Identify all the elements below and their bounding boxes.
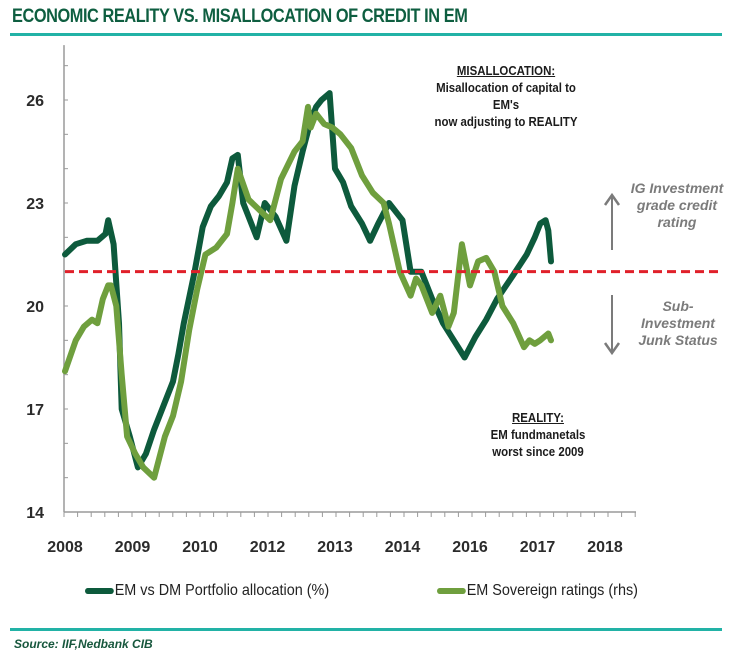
- y-tick-label: 23: [26, 196, 44, 213]
- junk-line-2: Investment: [641, 315, 715, 331]
- reality-line-2: worst since 2009: [492, 444, 584, 459]
- x-tick-label: 2018: [587, 539, 623, 556]
- junk-line-3: Junk Status: [638, 332, 718, 348]
- y-tick-label: 20: [26, 299, 44, 316]
- legend-item-allocation: EM vs DM Portfolio allocation (%): [85, 582, 329, 600]
- junk-line-1: Sub-: [662, 298, 694, 314]
- series-line-ratings: [62, 103, 554, 481]
- legend-label-allocation: EM vs DM Portfolio allocation (%): [114, 582, 330, 599]
- reality-line-1: EM fundmanetals: [490, 427, 586, 442]
- y-tick-label: 14: [26, 505, 44, 522]
- ig-line-2: grade credit: [636, 197, 718, 213]
- x-tick-label: 2010: [182, 539, 218, 556]
- misallocation-annotation: MISALLOCATION: Misallocation of capital …: [429, 62, 584, 130]
- misallocation-line-2: now adjusting to REALITY: [434, 114, 578, 129]
- x-tick-label: 2008: [47, 539, 83, 556]
- x-tick-label: 2016: [452, 539, 488, 556]
- junk-status-label: Sub- Investment Junk Status: [628, 298, 728, 349]
- chart-title: ECONOMIC REALITY VS. MISALLOCATION OF CR…: [12, 6, 468, 27]
- legend-swatch-allocation: [85, 588, 114, 594]
- misallocation-heading: MISALLOCATION:: [456, 63, 556, 78]
- rating-arrows: [603, 192, 621, 356]
- x-tick-label: 2009: [115, 539, 151, 556]
- title-divider: [10, 33, 722, 36]
- x-axis: 2008 2009 2010 2012 2013 2014 2016 2017 2018: [47, 511, 636, 556]
- x-tick-label: 2012: [250, 539, 286, 556]
- x-tick-label: 2014: [385, 539, 421, 556]
- arrow-up-icon: [603, 192, 621, 250]
- legend-swatch-ratings: [437, 588, 466, 594]
- reality-annotation: REALITY: EM fundmanetals worst since 200…: [485, 409, 591, 460]
- source-note: Source: IIF,Nedbank CIB: [14, 637, 153, 651]
- ig-line-3: rating: [657, 214, 697, 230]
- x-tick-label: 2017: [520, 539, 556, 556]
- y-tick-label: 17: [26, 402, 44, 419]
- legend-label-ratings: EM Sovereign ratings (rhs): [466, 582, 638, 599]
- ig-line-1: IG Investment: [630, 180, 724, 196]
- misallocation-line-1: Misallocation of capital to EM's: [436, 80, 576, 112]
- legend-item-ratings: EM Sovereign ratings (rhs): [437, 582, 638, 600]
- reality-heading: REALITY:: [512, 410, 564, 425]
- arrow-down-icon: [603, 295, 621, 356]
- footer-divider: [10, 628, 722, 631]
- series-line-allocation: [62, 90, 554, 471]
- y-axis: 14 17 20 23 26: [26, 45, 68, 522]
- series-group: [62, 90, 554, 481]
- x-tick-label: 2013: [317, 539, 353, 556]
- y-tick-label: 26: [26, 93, 44, 110]
- ig-rating-label: IG Investment grade credit rating: [622, 180, 729, 231]
